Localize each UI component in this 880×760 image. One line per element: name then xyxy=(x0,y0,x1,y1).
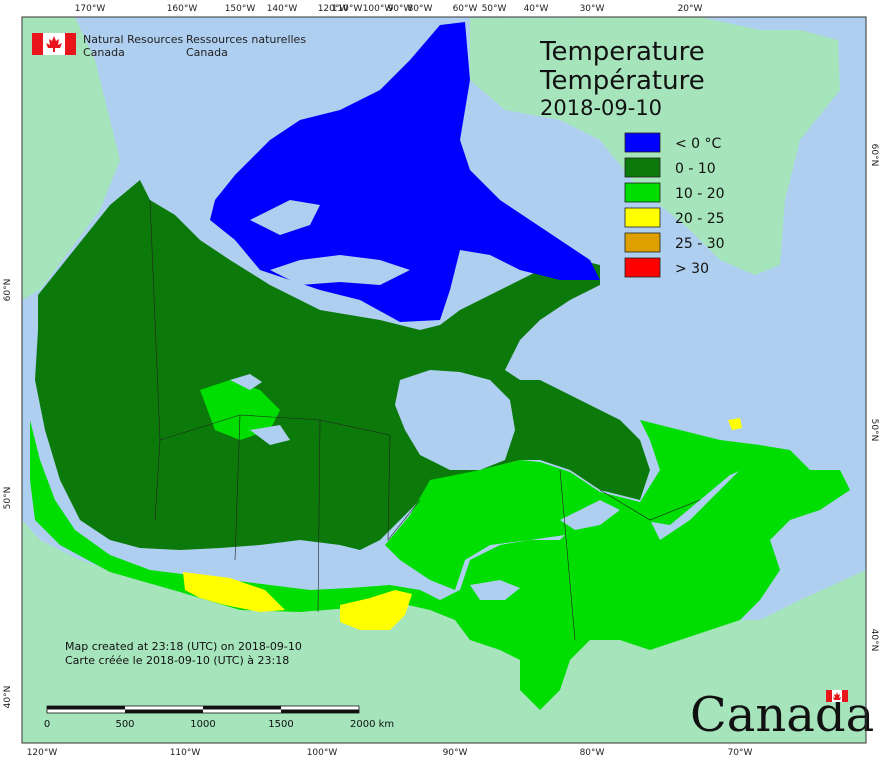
hudson-bay xyxy=(395,370,515,470)
top-tick-label: 80°W xyxy=(408,4,433,14)
zone-20-25-west xyxy=(183,572,285,612)
right-tick-label: 60°N xyxy=(869,144,879,167)
right-tick-label: 50°N xyxy=(869,419,879,442)
legend-label: 20 - 25 xyxy=(675,211,725,227)
legend-swatch xyxy=(624,232,661,253)
credit-french: Carte créée le 2018-09-10 (UTC) à 23:18 xyxy=(65,654,289,667)
scale-seg-4 xyxy=(281,709,359,713)
zone-20-25-east xyxy=(340,590,412,630)
map-date: 2018-09-10 xyxy=(540,96,662,120)
bottom-tick-label: 70°W xyxy=(728,748,753,758)
credit-english: Map created at 23:18 (UTC) on 2018-09-10 xyxy=(65,640,302,653)
zone-below-0 xyxy=(210,22,600,322)
flag-right-bar xyxy=(65,33,76,55)
scale-bar: 0 500 1000 1500 2000 km xyxy=(44,705,394,730)
great-bear-lake xyxy=(230,374,262,390)
map-neatline xyxy=(21,16,867,744)
great-slave-lake xyxy=(250,425,290,445)
legend-label: > 30 xyxy=(675,261,709,277)
bottom-tick-label: 90°W xyxy=(443,748,468,758)
wordmark-maple-leaf-icon xyxy=(833,692,841,700)
legend-label: 25 - 30 xyxy=(675,236,725,252)
agency-fr-line2: Canada xyxy=(186,46,228,59)
scale-label-2000: 2000 km xyxy=(350,719,394,730)
top-tick-label: 170°W xyxy=(75,4,106,14)
maple-leaf-icon xyxy=(46,36,62,52)
great-lakes xyxy=(470,580,520,600)
top-tick-label: 160°W xyxy=(167,4,198,14)
territories-border xyxy=(159,414,391,441)
gulf-of-st-lawrence xyxy=(560,500,620,530)
alaska xyxy=(22,17,120,300)
right-tick-label: 40°N xyxy=(869,629,879,652)
legend-swatch xyxy=(624,207,661,228)
temperature-legend: < 0 °C 0 - 10 10 - 20 20 - 25 25 - 30 > 30 xyxy=(624,132,725,278)
water-bodies xyxy=(230,200,620,600)
legend-label: 0 - 10 xyxy=(675,161,716,177)
scale-label-1500: 1500 xyxy=(268,719,293,730)
united-states xyxy=(22,520,866,743)
mb-on-border xyxy=(387,434,421,541)
scale-seg-2 xyxy=(125,709,203,713)
labrador-border xyxy=(599,489,701,521)
arctic-sound xyxy=(250,200,320,235)
legend-swatch xyxy=(624,182,661,203)
canada-wordmark: Canada xyxy=(690,687,874,743)
top-tick-label: 140°W xyxy=(267,4,298,14)
on-qc-border xyxy=(559,469,576,641)
scale-label-0: 0 xyxy=(44,719,50,730)
agency-signature: Natural Resources Canada Ressources natu… xyxy=(32,33,306,59)
title-english: Temperature xyxy=(539,37,705,67)
top-tick-label: 120°W xyxy=(318,4,349,14)
top-tick-label: 90°W xyxy=(388,4,413,14)
left-tick-labels: 60°N 50°N 40°N xyxy=(3,279,13,709)
sk-mb-border xyxy=(317,419,321,613)
bottom-tick-label: 120°W xyxy=(27,748,58,758)
scale-seg-1 xyxy=(47,706,125,710)
bottom-tick-label: 100°W xyxy=(307,748,338,758)
top-tick-label: 20°W xyxy=(678,4,703,14)
legend-swatch xyxy=(624,157,661,178)
scale-seg-3 xyxy=(203,706,281,710)
zone-10-20-south xyxy=(30,420,850,710)
legend-swatch xyxy=(624,257,661,278)
top-tick-label: 150°W xyxy=(225,4,256,14)
top-tick-label: 60°W xyxy=(453,4,478,14)
flag-left-bar xyxy=(32,33,43,55)
left-tick-label: 40°N xyxy=(3,686,13,709)
top-tick-label: 40°W xyxy=(524,4,549,14)
title-french: Température xyxy=(539,66,705,96)
arctic-channel xyxy=(270,255,410,285)
zone-10-20-interior xyxy=(200,380,280,440)
scale-label-1000: 1000 xyxy=(190,719,215,730)
scale-label-500: 500 xyxy=(115,719,134,730)
legend-swatch xyxy=(624,132,661,153)
left-tick-label: 50°N xyxy=(3,487,13,510)
ab-sk-border xyxy=(234,414,241,561)
wordmark-flag-left xyxy=(826,690,832,702)
left-tick-label: 60°N xyxy=(3,279,13,302)
zone-20-25-labrador xyxy=(728,418,742,430)
agency-en-line1: Natural Resources xyxy=(83,33,184,46)
bottom-tick-label: 80°W xyxy=(580,748,605,758)
wordmark-flag-right xyxy=(842,690,848,702)
agency-en-line2: Canada xyxy=(83,46,125,59)
legend-label: < 0 °C xyxy=(675,136,722,152)
province-borders xyxy=(149,199,701,641)
top-tick-label: 50°W xyxy=(482,4,507,14)
right-tick-labels: 60°N 50°N 40°N xyxy=(869,144,879,652)
bottom-tick-labels: 120°W 110°W 100°W 90°W 80°W 70°W xyxy=(27,748,753,758)
zone-10-20-east xyxy=(385,420,790,590)
top-tick-label: 110°W xyxy=(332,4,363,14)
agency-fr-line1: Ressources naturelles xyxy=(186,33,306,46)
top-tick-label: 30°W xyxy=(580,4,605,14)
bottom-tick-label: 110°W xyxy=(170,748,201,758)
top-tick-label: 100°W xyxy=(363,4,394,14)
legend-label: 10 - 20 xyxy=(675,186,725,202)
